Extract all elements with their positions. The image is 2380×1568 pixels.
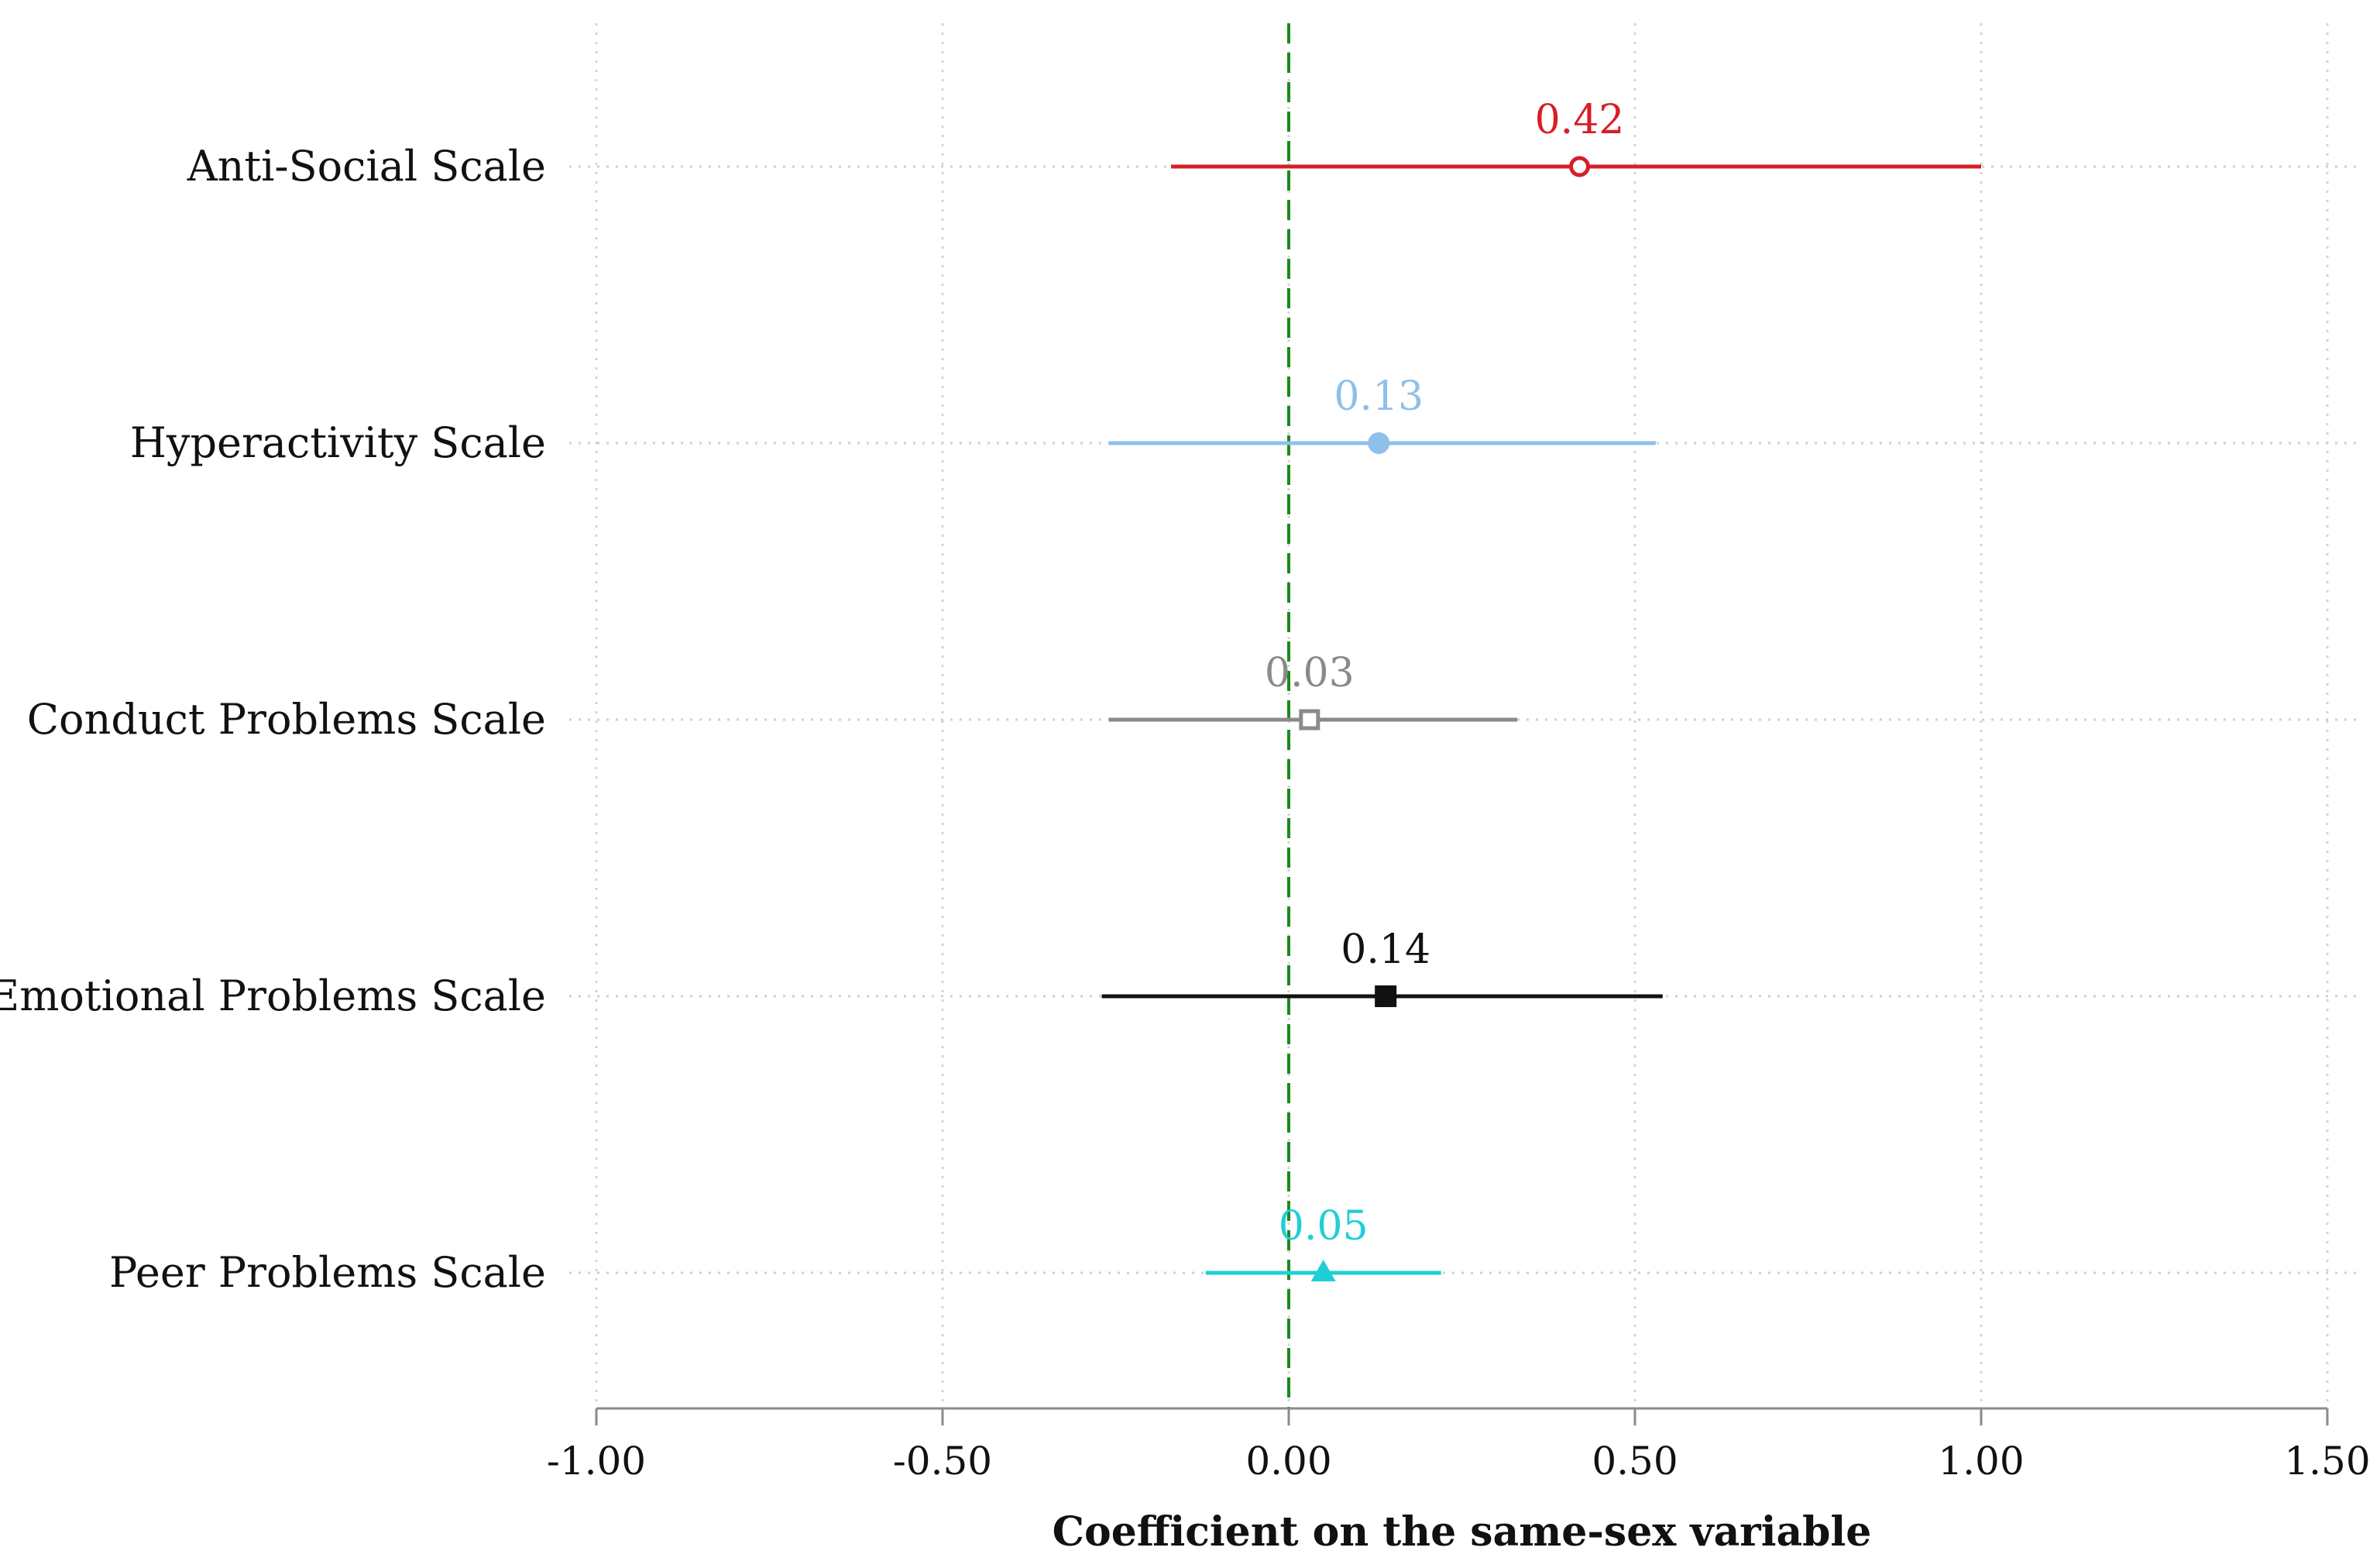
value-label: 0.03 xyxy=(1265,650,1355,696)
category-label: Peer Problems Scale xyxy=(109,1248,546,1297)
category-label: Anti-Social Scale xyxy=(187,142,546,191)
value-label: 0.05 xyxy=(1279,1203,1369,1250)
value-label: 0.13 xyxy=(1334,373,1424,420)
point-estimate-marker xyxy=(1310,1260,1336,1281)
x-tick-label: 1.00 xyxy=(1938,1439,2024,1484)
category-label: Emotional Problems Scale xyxy=(0,971,546,1020)
point-estimate-marker xyxy=(1375,985,1397,1007)
x-axis-title: Coefficient on the same-sex variable xyxy=(1053,1508,1872,1556)
value-label: 0.14 xyxy=(1341,927,1430,973)
x-tick-label: -1.00 xyxy=(547,1439,646,1484)
point-estimate-marker xyxy=(1368,432,1390,454)
x-tick-label: 1.50 xyxy=(2284,1439,2370,1484)
x-tick-label: 0.00 xyxy=(1245,1439,1331,1484)
value-label: 0.42 xyxy=(1535,97,1625,143)
category-label: Hyperactivity Scale xyxy=(130,418,546,467)
point-estimate-marker xyxy=(1568,156,1590,177)
x-tick-label: 0.50 xyxy=(1592,1439,1678,1484)
x-tick-label: -0.50 xyxy=(893,1439,992,1484)
point-estimate-marker xyxy=(1299,709,1321,731)
category-label: Conduct Problems Scale xyxy=(27,695,546,744)
